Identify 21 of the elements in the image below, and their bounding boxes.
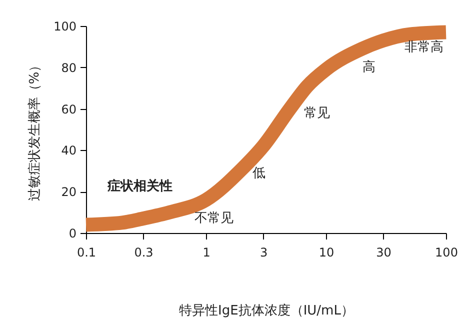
x-tick-label: 30: [376, 246, 392, 260]
y-tick-label: 40: [61, 144, 76, 158]
annotation: 非常高: [404, 39, 444, 55]
x-tick-label: 100: [435, 246, 458, 260]
annotation: 常见: [304, 106, 330, 121]
y-tick-label: 0: [68, 226, 76, 240]
x-tick-label: 10: [318, 246, 334, 260]
x-tick-label: 1: [202, 246, 210, 260]
x-tick-label: 0.3: [134, 246, 154, 260]
y-axis-title: 过敏症状发生概率（%）: [26, 58, 43, 202]
x-tick-label: 0.1: [76, 246, 96, 260]
y-tick-label: 60: [61, 102, 76, 116]
annotation: 低: [252, 166, 266, 181]
y-tick-label: 100: [54, 20, 76, 34]
y-tick-label: 20: [61, 185, 76, 200]
x-axis-title: 特异性IgE抗体浓度（IU/mL）: [179, 302, 354, 318]
annotation: 症状相关性: [106, 178, 172, 194]
x-tick-label: 3: [260, 246, 268, 260]
annotation: 不常见: [194, 211, 234, 226]
annotation: 高: [362, 59, 376, 75]
y-tick-label: 80: [61, 60, 76, 75]
